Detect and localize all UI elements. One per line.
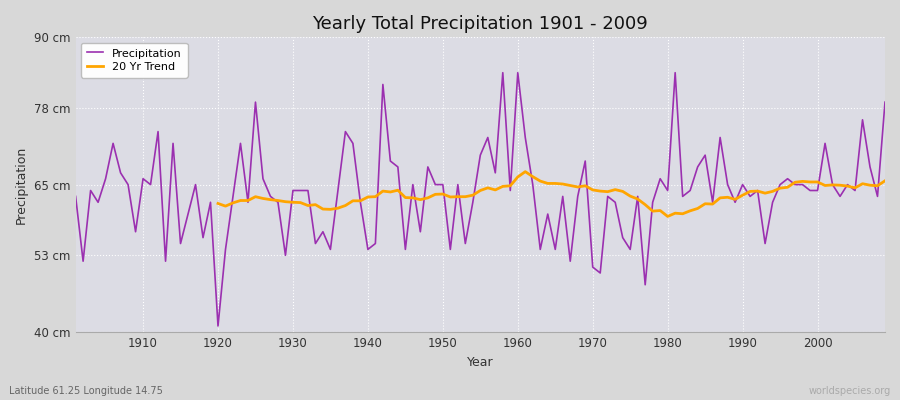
Line: Precipitation: Precipitation bbox=[76, 73, 885, 326]
Precipitation bbox=[617, 235, 628, 240]
Precipitation bbox=[302, 188, 313, 193]
20 Yr Trend bbox=[512, 174, 523, 179]
Precipitation bbox=[527, 182, 538, 187]
Legend: Precipitation, 20 Yr Trend: Precipitation, 20 Yr Trend bbox=[81, 43, 187, 78]
Precipitation bbox=[520, 135, 531, 140]
X-axis label: Year: Year bbox=[467, 356, 493, 369]
Text: Latitude 61.25 Longitude 14.75: Latitude 61.25 Longitude 14.75 bbox=[9, 386, 163, 396]
20 Yr Trend bbox=[505, 183, 516, 188]
Text: worldspecies.org: worldspecies.org bbox=[809, 386, 891, 396]
Precipitation bbox=[498, 70, 508, 75]
Title: Yearly Total Precipitation 1901 - 2009: Yearly Total Precipitation 1901 - 2009 bbox=[312, 15, 648, 33]
20 Yr Trend bbox=[602, 189, 613, 194]
Y-axis label: Precipitation: Precipitation bbox=[15, 146, 28, 224]
20 Yr Trend bbox=[340, 203, 351, 208]
Precipitation bbox=[879, 100, 890, 104]
Precipitation bbox=[212, 324, 223, 328]
20 Yr Trend bbox=[879, 178, 890, 183]
Precipitation bbox=[70, 194, 81, 199]
20 Yr Trend bbox=[295, 200, 306, 205]
Line: 20 Yr Trend: 20 Yr Trend bbox=[218, 172, 885, 216]
Precipitation bbox=[130, 229, 141, 234]
Precipitation bbox=[347, 141, 358, 146]
